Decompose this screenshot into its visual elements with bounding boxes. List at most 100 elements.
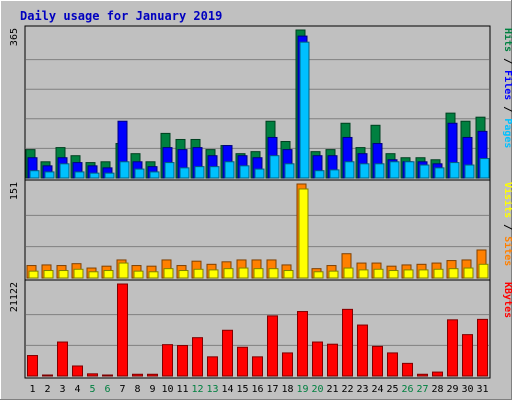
bar-pages-24 <box>374 163 385 179</box>
series-visits <box>28 188 489 279</box>
bar-visits-4 <box>73 268 84 279</box>
bar-kbytes-8 <box>132 373 143 377</box>
bar-kbytes-26 <box>402 362 413 377</box>
bar-visits-7 <box>118 262 129 279</box>
bar-kbytes-2 <box>42 374 53 377</box>
bar-kbytes-31 <box>477 318 488 377</box>
bar-kbytes-30 <box>462 334 473 377</box>
bar-pages-25 <box>389 161 400 179</box>
x-tick-label: 13 <box>206 384 218 395</box>
bar-visits-2 <box>43 270 54 279</box>
bar-pages-2 <box>44 171 55 179</box>
bar-pages-22 <box>344 161 355 179</box>
x-tick-label: 23 <box>356 384 368 395</box>
bar-pages-21 <box>329 169 340 179</box>
bar-pages-28 <box>434 167 445 179</box>
legend-item-visits: Visits <box>502 182 512 218</box>
x-tick-label: 9 <box>149 384 155 395</box>
x-tick-label: 3 <box>59 384 65 395</box>
x-tick-label: 12 <box>191 384 203 395</box>
bar-visits-19 <box>298 188 309 279</box>
bar-pages-20 <box>314 170 325 179</box>
bar-visits-1 <box>28 270 39 279</box>
bar-pages-11 <box>179 167 190 179</box>
x-tick-label: 16 <box>251 384 263 395</box>
x-tick-label: 21 <box>326 384 338 395</box>
bar-visits-31 <box>478 263 489 279</box>
bar-kbytes-12 <box>192 337 203 377</box>
bar-kbytes-19 <box>297 311 308 377</box>
x-tick-label: 22 <box>341 384 353 395</box>
y-max-label: 365 <box>9 28 20 46</box>
bar-pages-31 <box>479 158 490 179</box>
x-tick-label: 7 <box>119 384 125 395</box>
legend-pages-files-hits: Hits / Files / Pages <box>502 28 512 148</box>
x-tick-label: 10 <box>161 384 173 395</box>
bar-visits-25 <box>388 270 399 279</box>
bar-kbytes-29 <box>447 319 458 377</box>
series-kbytes <box>27 283 488 377</box>
bar-visits-16 <box>253 268 264 279</box>
bar-kbytes-24 <box>372 345 383 377</box>
bar-pages-19 <box>299 41 310 179</box>
bar-visits-28 <box>433 268 444 279</box>
bar-visits-18 <box>283 270 294 279</box>
legend-sites-visits: Visits / Sites <box>502 182 512 266</box>
bar-kbytes-10 <box>162 344 173 377</box>
bar-pages-27 <box>419 164 430 179</box>
bar-pages-1 <box>29 170 40 179</box>
bar-kbytes-9 <box>147 373 158 377</box>
bar-kbytes-17 <box>267 315 278 377</box>
bar-visits-29 <box>448 268 459 279</box>
legend-item-kbytes: KBytes <box>502 282 512 318</box>
x-tick-label: 4 <box>74 384 80 395</box>
bar-pages-8 <box>134 168 145 179</box>
bar-pages-15 <box>239 165 250 179</box>
bar-visits-5 <box>88 271 99 279</box>
bar-kbytes-15 <box>237 346 248 377</box>
x-tick-label: 2 <box>44 384 50 395</box>
x-tick-label: 17 <box>266 384 278 395</box>
bar-pages-10 <box>164 162 175 179</box>
bar-visits-24 <box>373 268 384 279</box>
bar-visits-11 <box>178 270 189 279</box>
x-tick-label: 31 <box>476 384 488 395</box>
bar-pages-12 <box>194 166 205 179</box>
bar-visits-12 <box>193 268 204 279</box>
legend-text: Visits / Sites <box>502 182 512 266</box>
bar-kbytes-1 <box>27 355 38 377</box>
bar-visits-21 <box>328 270 339 279</box>
x-tick-label: 20 <box>311 384 323 395</box>
legend-kbytes: KBytes <box>502 282 512 318</box>
bar-visits-26 <box>403 269 414 279</box>
bar-kbytes-13 <box>207 356 218 377</box>
bar-kbytes-23 <box>357 324 368 377</box>
y-max-label: 151 <box>9 182 20 200</box>
bar-pages-30 <box>464 164 475 179</box>
bar-pages-9 <box>149 171 160 179</box>
bar-pages-26 <box>404 161 415 179</box>
legend-item-hits: Hits <box>502 28 512 52</box>
x-tick-label: 25 <box>386 384 398 395</box>
bar-kbytes-6 <box>102 374 113 377</box>
legend-text: KBytes <box>502 282 512 318</box>
x-tick-label: 14 <box>221 384 233 395</box>
bar-pages-5 <box>89 172 100 179</box>
bar-kbytes-20 <box>312 341 323 377</box>
bar-kbytes-3 <box>57 341 68 377</box>
bar-visits-30 <box>463 267 474 279</box>
legend-item-sites: Sites <box>502 236 512 266</box>
y-max-label: 21122 <box>9 282 20 312</box>
bar-kbytes-18 <box>282 352 293 377</box>
bar-visits-17 <box>268 268 279 279</box>
panel-pages-files-hits: 365 Hits / Files / Pages <box>9 25 512 181</box>
x-tick-label: 18 <box>281 384 293 395</box>
bar-visits-14 <box>223 268 234 279</box>
x-tick-label: 8 <box>134 384 140 395</box>
bar-kbytes-22 <box>342 308 353 377</box>
x-tick-label: 28 <box>431 384 443 395</box>
x-tick-label: 30 <box>461 384 473 395</box>
bar-pages-18 <box>284 163 295 179</box>
bar-kbytes-14 <box>222 329 233 377</box>
bar-visits-23 <box>358 269 369 279</box>
